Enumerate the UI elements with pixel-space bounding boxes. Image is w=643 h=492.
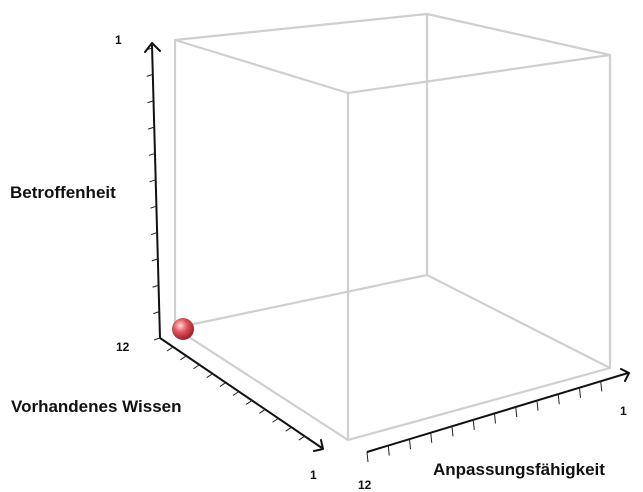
axis-betroffenheit (144, 42, 161, 341)
tick-anpassungsfaehigkeit (366, 451, 369, 463)
axis-anpassungsfaehigkeit (366, 368, 630, 463)
ticks-anpassungsfaehigkeit (366, 381, 603, 463)
tick-betroffenheit (145, 47, 153, 51)
axis-line-betroffenheit (151, 44, 161, 339)
tick-anpassungsfaehigkeit (557, 394, 560, 405)
tick-vorhandenes-wissen (166, 346, 174, 352)
tick-anpassungsfaehigkeit (430, 432, 433, 443)
tick-betroffenheit (153, 311, 160, 315)
cube-back-face (173, 12, 429, 330)
data-point (172, 318, 194, 340)
tick-label-wissen-end: 1 (310, 468, 317, 482)
axis-vorhandenes-wissen (159, 337, 324, 452)
tick-betroffenheit (151, 258, 158, 262)
cube-edge-top-left (174, 38, 349, 95)
tick-label-betroffenheit-top: 1 (115, 33, 122, 47)
tick-vorhandenes-wissen (180, 355, 187, 361)
tick-betroffenheit (149, 179, 156, 183)
tick-betroffenheit (148, 126, 155, 130)
axis-line-anpassungsfaehigkeit (366, 372, 629, 453)
tick-vorhandenes-wissen (285, 426, 292, 432)
cube-edge-bottom-left (174, 327, 349, 441)
data-points (172, 318, 194, 340)
tick-anpassungsfaehigkeit (536, 400, 539, 411)
tick-betroffenheit (153, 337, 161, 341)
tick-betroffenheit (150, 205, 157, 209)
tick-vorhandenes-wissen (232, 391, 240, 396)
tick-vorhandenes-wissen (259, 408, 266, 414)
arrow-head-betroffenheit (144, 42, 161, 53)
tick-betroffenheit (146, 73, 153, 77)
tick-anpassungsfaehigkeit (579, 387, 581, 398)
tick-vorhandenes-wissen (219, 382, 227, 387)
arrow-head-vorhandenes-wissen (313, 439, 324, 452)
ticks-vorhandenes-wissen (166, 346, 306, 441)
axis-title-anpassungsfaehigkeit: Anpassungsfähigkeit (433, 460, 605, 479)
axis-title-betroffenheit: Betroffenheit (10, 183, 116, 202)
tick-vorhandenes-wissen (193, 364, 200, 370)
tick-label-anpassung-start: 12 (358, 478, 372, 492)
tick-vorhandenes-wissen (245, 400, 253, 405)
tick-anpassungsfaehigkeit (600, 381, 603, 392)
cube-edge-bottom-right (426, 274, 611, 369)
tick-betroffenheit (152, 284, 159, 288)
tick-betroffenheit (147, 100, 154, 104)
cube-wireframe (173, 12, 612, 442)
tick-betroffenheit (148, 152, 156, 156)
tick-anpassungsfaehigkeit (409, 439, 411, 450)
tick-anpassungsfaehigkeit (494, 413, 496, 424)
cube-front-face (346, 53, 612, 442)
ticks-betroffenheit (145, 47, 161, 341)
tick-vorhandenes-wissen (298, 435, 306, 441)
tick-label-betroffenheit-bottom: 12 (116, 340, 130, 354)
tick-vorhandenes-wissen (206, 373, 213, 379)
axis-title-vorhandenes-wissen: Vorhandenes Wissen (11, 397, 182, 416)
tick-betroffenheit (150, 232, 158, 236)
arrow-head-anpassungsfaehigkeit (620, 368, 630, 382)
tick-anpassungsfaehigkeit (451, 426, 454, 437)
tick-anpassungsfaehigkeit (387, 445, 390, 456)
tick-anpassungsfaehigkeit (515, 407, 518, 418)
tick-anpassungsfaehigkeit (472, 419, 475, 430)
cube-edge-top-right (426, 12, 611, 57)
tick-label-anpassung-end: 1 (620, 404, 627, 418)
tick-vorhandenes-wissen (272, 417, 279, 423)
axis-line-vorhandenes-wissen (159, 337, 323, 449)
